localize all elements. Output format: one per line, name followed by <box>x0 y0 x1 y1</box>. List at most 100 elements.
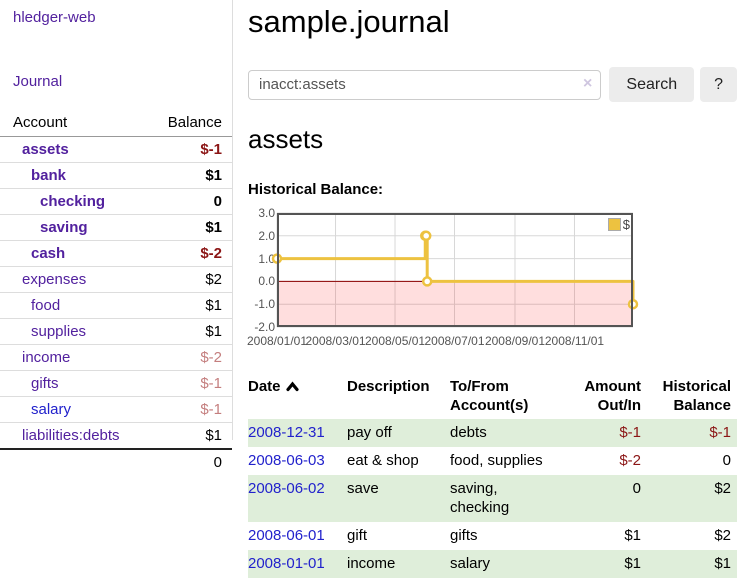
account-row: bank $1 <box>0 162 232 189</box>
x-tick-label: 2008/11/01 <box>544 334 605 348</box>
search-button[interactable]: Search <box>609 67 695 102</box>
account-link[interactable]: income <box>22 349 71 366</box>
x-tick-label: 2008/05/01 <box>364 334 426 348</box>
transaction-balance: $2 <box>714 527 731 544</box>
account-row: cash $-2 <box>0 240 232 267</box>
account-row: checking 0 <box>0 188 232 215</box>
transaction-row: 2008-06-01 gift gifts $1 $2 <box>248 522 737 550</box>
transaction-date-link[interactable]: 2008-06-02 <box>248 480 325 497</box>
register-col-description: Description <box>347 378 430 395</box>
y-tick-label: 1.0 <box>258 251 275 266</box>
account-row: expenses $2 <box>0 266 232 293</box>
transaction-balance: $2 <box>714 480 731 497</box>
account-balance: $1 <box>150 214 232 241</box>
account-row: income $-2 <box>0 344 232 371</box>
account-row: food $1 <box>0 292 232 319</box>
sidebar: hledger-web Journal Account Balance asse… <box>0 0 233 475</box>
account-balance: $1 <box>150 162 232 189</box>
account-link[interactable]: salary <box>31 401 72 418</box>
account-row: saving $1 <box>0 214 232 241</box>
transaction-date-link[interactable]: 2008-01-01 <box>248 555 325 572</box>
transaction-description: income <box>347 555 396 572</box>
search-box: × <box>248 69 602 100</box>
nav-journal-link[interactable]: Journal <box>13 73 63 90</box>
account-link[interactable]: assets <box>22 141 69 158</box>
chart-plot-area[interactable]: $ <box>271 212 639 328</box>
account-link[interactable]: bank <box>31 167 67 184</box>
transaction-description: eat & shop <box>347 452 419 469</box>
legend-label: $ <box>622 217 630 232</box>
account-link[interactable]: expenses <box>22 271 87 288</box>
transaction-description: pay off <box>347 424 392 441</box>
page-title: sample.journal <box>248 4 450 39</box>
register-col-date[interactable]: Date <box>248 375 347 419</box>
x-tick-label: 2008/03/01 <box>305 334 366 348</box>
sort-asc-icon <box>285 381 299 392</box>
account-link[interactable]: supplies <box>31 323 87 340</box>
x-tick-label: 2008/07/01 <box>424 334 485 348</box>
transaction-row: 2008-01-01 income salary $1 $1 <box>248 550 737 578</box>
account-row: salary $-1 <box>0 396 232 423</box>
account-heading: assets <box>248 124 324 154</box>
account-link[interactable]: liabilities:debts <box>22 427 120 444</box>
register-col-amount: Amount Out/In <box>584 378 641 414</box>
account-balance: $-1 <box>150 396 232 423</box>
account-balance: $1 <box>150 292 232 319</box>
chart-legend: $ <box>607 217 630 232</box>
x-tick-label: 2008/01/01 <box>246 334 308 348</box>
brand-link[interactable]: hledger-web <box>13 9 96 26</box>
y-tick-label: -1.0 <box>254 297 275 312</box>
transaction-date-link[interactable]: 2008-06-01 <box>248 527 325 544</box>
transaction-row: 2008-12-31 pay off debts $-1 $-1 <box>248 419 737 447</box>
transaction-amount: $-2 <box>619 452 641 469</box>
account-link[interactable]: checking <box>40 193 106 210</box>
transaction-amount: $-1 <box>619 424 641 441</box>
account-balance: 0 <box>150 188 232 215</box>
transaction-accounts: debts <box>450 424 487 441</box>
y-tick-label: 3.0 <box>258 206 275 220</box>
account-balance: $-2 <box>150 344 232 371</box>
account-balance: $1 <box>150 318 232 345</box>
transaction-balance: $-1 <box>709 424 731 441</box>
search-input[interactable] <box>248 69 602 100</box>
transaction-date-link[interactable]: 2008-12-31 <box>248 424 325 441</box>
account-link[interactable]: saving <box>40 219 88 236</box>
account-balance: $1 <box>150 422 232 449</box>
y-tick-label: 0.0 <box>258 274 275 289</box>
transaction-accounts: gifts <box>450 527 478 544</box>
transaction-description: save <box>347 480 379 497</box>
transaction-description: gift <box>347 527 368 544</box>
transaction-accounts: saving, checking <box>450 480 510 516</box>
account-row: gifts $-1 <box>0 370 232 397</box>
search-form: × Search ? <box>248 67 737 102</box>
account-balance: $2 <box>150 266 232 293</box>
accounts-col-balance: Balance <box>150 111 232 137</box>
accounts-total-row: 0 <box>0 448 232 475</box>
transaction-row: 2008-06-02 save saving, checking 0 $2 <box>248 475 737 522</box>
account-link[interactable]: cash <box>31 245 66 262</box>
sidebar-nav: Journal <box>0 73 232 90</box>
chart-canvas <box>271 212 639 328</box>
account-link[interactable]: food <box>31 297 61 314</box>
account-link[interactable]: gifts <box>31 375 59 392</box>
help-button[interactable]: ? <box>700 67 737 102</box>
account-balance: $-1 <box>150 370 232 397</box>
main-content: sample.journal × Search ? assets Histori… <box>233 0 742 578</box>
account-balance: $-1 <box>200 141 222 158</box>
y-tick-label: -2.0 <box>254 320 275 334</box>
account-balance: $-2 <box>150 240 232 267</box>
register-table: Date Description To/From Account(s) Amount … <box>248 375 737 578</box>
account-row: supplies $1 <box>0 318 232 345</box>
accounts-total-value: 0 <box>150 448 232 475</box>
transaction-accounts: salary <box>450 555 491 572</box>
app-brand: hledger-web <box>0 9 232 26</box>
transaction-balance: $1 <box>714 555 731 572</box>
historical-balance-chart: 3.0 2.0 1.0 0.0 -1.0 -2.0 $ 2008/01/01 2008/03… <box>247 206 737 350</box>
legend-swatch <box>607 218 621 231</box>
transaction-row: 2008-06-03 eat & shop food, supplies $-2 0 <box>248 447 737 475</box>
clear-search-icon[interactable]: × <box>583 74 593 92</box>
transaction-date-link[interactable]: 2008-06-03 <box>248 452 325 469</box>
transaction-amount: 0 <box>632 480 641 497</box>
transaction-amount: $1 <box>624 555 641 572</box>
